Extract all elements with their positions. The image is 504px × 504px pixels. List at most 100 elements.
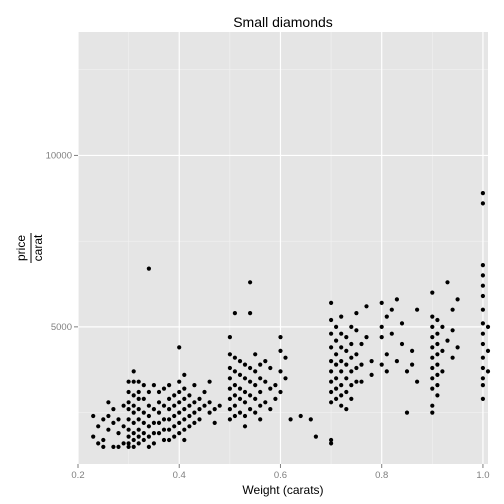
minor-gridlines — [78, 32, 488, 464]
data-point — [379, 324, 384, 329]
data-point — [136, 407, 141, 412]
data-point — [480, 263, 485, 268]
data-point — [455, 345, 460, 350]
data-point — [227, 365, 232, 371]
data-point — [131, 444, 136, 449]
data-point — [278, 335, 283, 340]
data-point — [334, 386, 339, 391]
data-point — [455, 297, 460, 302]
data-point — [237, 372, 243, 377]
data-point — [177, 345, 182, 350]
data-point — [278, 389, 283, 395]
data-point — [161, 386, 167, 391]
data-point — [339, 359, 344, 364]
data-point — [106, 413, 111, 419]
data-point — [253, 410, 258, 415]
y-tick-label: 5000 — [51, 322, 72, 333]
data-point — [435, 352, 440, 357]
data-point — [187, 403, 192, 408]
data-point — [111, 407, 116, 412]
data-point — [485, 348, 491, 353]
data-point — [172, 413, 177, 419]
data-point — [430, 290, 435, 295]
data-point — [187, 393, 192, 398]
data-point — [384, 352, 389, 357]
data-point — [141, 420, 146, 425]
data-point — [151, 383, 156, 388]
data-point — [384, 314, 389, 319]
data-point — [283, 376, 288, 381]
data-point — [106, 427, 111, 432]
data-point — [242, 376, 248, 381]
data-point — [298, 413, 303, 419]
data-point — [207, 379, 212, 384]
data-point — [329, 441, 334, 446]
data-point — [161, 437, 167, 443]
data-point — [126, 417, 131, 422]
data-point — [232, 355, 237, 360]
data-point — [172, 424, 177, 429]
data-point — [101, 417, 106, 422]
x-tick-label: 0.2 — [71, 470, 84, 481]
data-point — [136, 434, 141, 439]
x-tick-label: 0.6 — [274, 470, 287, 481]
data-point — [126, 444, 131, 449]
data-point — [192, 383, 197, 388]
data-point — [329, 359, 334, 364]
data-point — [177, 379, 182, 384]
data-point — [101, 437, 106, 443]
data-point — [156, 410, 162, 415]
data-point — [141, 396, 146, 401]
data-point — [167, 396, 172, 401]
data-point — [480, 201, 485, 206]
data-point — [394, 359, 399, 364]
data-point — [182, 437, 187, 443]
data-point — [227, 386, 232, 391]
data-point — [450, 355, 455, 360]
data-point — [344, 407, 349, 412]
data-point — [227, 376, 232, 381]
data-point — [435, 317, 440, 323]
data-point — [187, 424, 192, 429]
data-point — [273, 396, 278, 401]
data-point — [263, 379, 268, 384]
data-point — [445, 338, 450, 343]
data-point — [430, 386, 435, 391]
x-tick-label: 1.0 — [476, 470, 489, 481]
data-point — [151, 407, 156, 412]
data-point — [167, 427, 172, 432]
data-point — [91, 434, 96, 439]
data-point — [207, 400, 212, 405]
data-point — [136, 427, 141, 432]
data-point — [389, 331, 394, 336]
data-point — [126, 389, 131, 395]
data-point — [359, 341, 364, 347]
data-point — [339, 345, 344, 350]
data-point — [242, 400, 248, 405]
data-point — [156, 400, 162, 405]
data-point — [141, 437, 146, 443]
data-point — [212, 407, 217, 412]
data-point — [232, 413, 237, 419]
data-point — [126, 379, 131, 384]
data-point — [146, 389, 151, 395]
data-point — [450, 307, 455, 312]
data-point — [101, 444, 106, 449]
data-point — [329, 300, 334, 305]
data-point — [197, 417, 202, 422]
data-point — [339, 393, 344, 398]
data-point — [480, 355, 485, 360]
data-point — [364, 304, 369, 309]
data-point — [394, 297, 399, 302]
data-point — [242, 424, 248, 429]
data-point — [136, 389, 141, 395]
data-point — [202, 389, 207, 395]
data-point — [329, 331, 334, 336]
data-point — [344, 376, 349, 381]
data-point — [96, 441, 101, 446]
data-point — [379, 362, 384, 367]
data-point — [232, 383, 237, 388]
y-axis-title-denominator: carat — [31, 234, 45, 261]
data-point — [485, 324, 491, 329]
data-point — [197, 407, 202, 412]
